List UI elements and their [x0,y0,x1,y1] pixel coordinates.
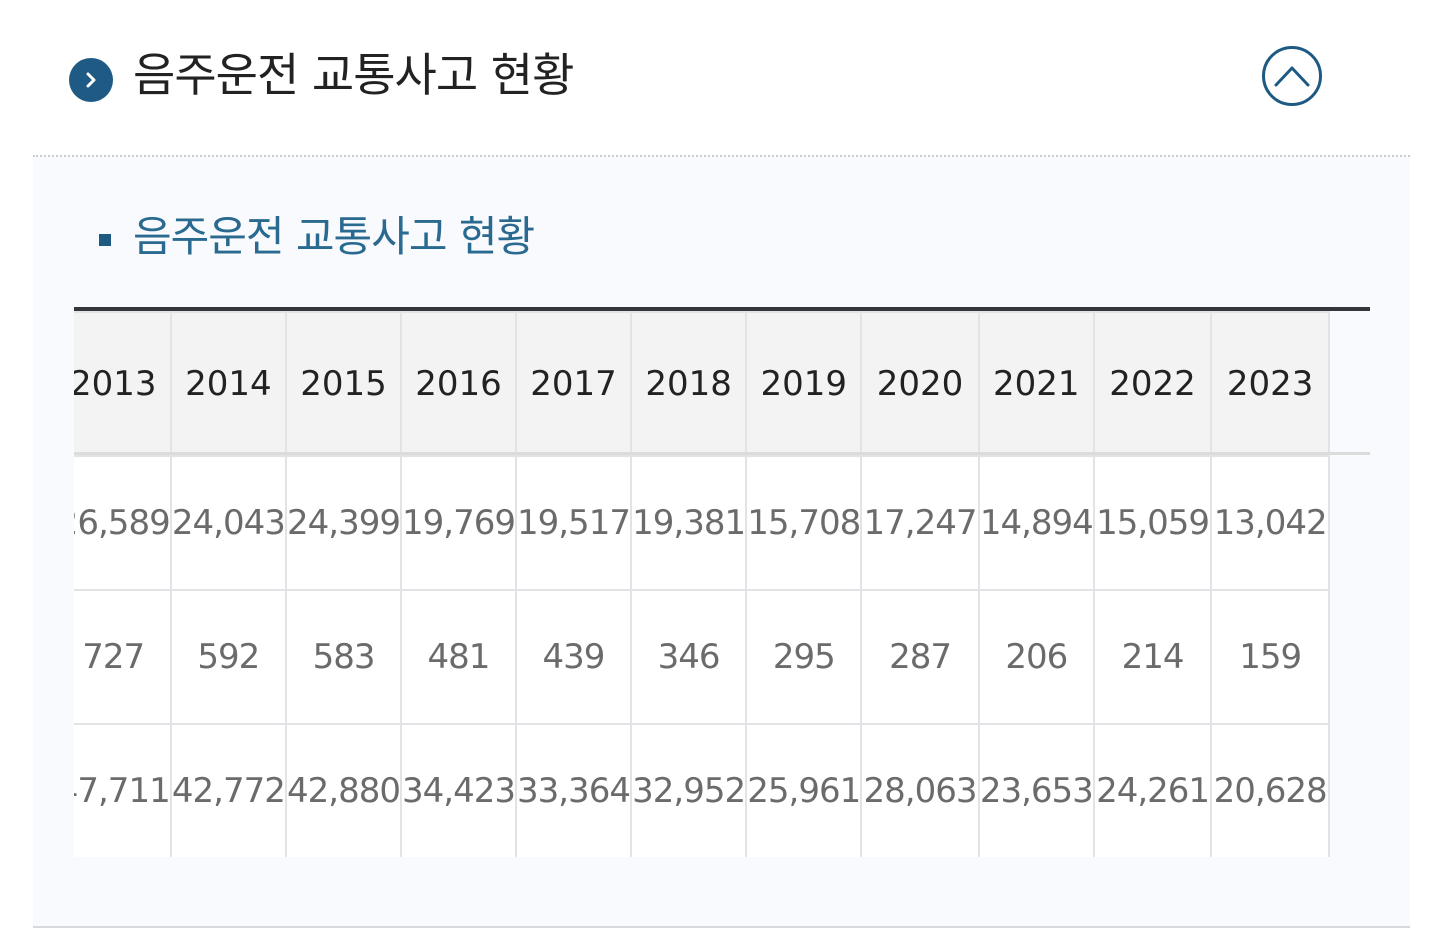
table-cell: 20,628 [1210,723,1330,857]
table-cell: 13,042 [1210,455,1330,591]
table-cell: 28,063 [860,723,980,857]
table-row: 727 592 583 481 439 346 295 287 206 214 159 [74,589,1330,725]
table-row: 26,58924,04324,39919,76919,51719,38115,7… [74,455,1330,591]
table-cell: 19,517 [514,455,632,591]
table-cell: 295 [745,589,863,725]
table-row: 47,71142,77242,88034,42333,36432,95225,9… [74,723,1330,857]
collapse-toggle-button[interactable] [1262,46,1322,106]
panel-subtitle: 음주운전 교통사고 현황 [133,212,535,261]
column-header-2013: 2013 [74,311,172,457]
table-cell: 14,894 [977,455,1095,591]
table-cell: 214 [1092,589,1213,725]
table-cell: 583 [285,589,403,725]
table-cell: 727 [74,589,172,725]
column-header-2020: 2020 [860,311,980,457]
column-header-2019: 2019 [745,311,863,457]
table-scroll-container[interactable]: 2013 2014 2015 2016 2017 2018 2019 2020 2021 2022… [74,307,1370,857]
table-cell: 34,423 [400,723,517,857]
table-cell: 592 [169,589,288,725]
column-header-2014: 2014 [169,311,288,457]
column-header-2017: 2017 [514,311,632,457]
table-cell: 15,059 [1092,455,1213,591]
section-divider [33,155,1410,157]
header-divider [74,452,1370,455]
table-header-row: 2013 2014 2015 2016 2017 2018 2019 2020 2021 2022… [74,311,1330,457]
column-header-2015: 2015 [285,311,403,457]
column-header-2018: 2018 [629,311,748,457]
table-cell: 33,364 [514,723,632,857]
table-cell: 42,880 [285,723,403,857]
square-bullet-icon [99,234,111,246]
table-cell: 19,381 [629,455,748,591]
table-cell: 42,772 [169,723,288,857]
column-header-2016: 2016 [400,311,517,457]
table-cell: 32,952 [629,723,748,857]
chevron-right-icon [69,58,113,102]
table-cell: 206 [977,589,1095,725]
table-cell: 24,261 [1092,723,1213,857]
table-cell: 15,708 [745,455,863,591]
table-cell: 287 [860,589,980,725]
table-cell: 17,247 [860,455,980,591]
table-cell: 439 [514,589,632,725]
table-cell: 24,043 [169,455,288,591]
table-cell: 24,399 [285,455,403,591]
section-title: 음주운전 교통사고 현황 [133,48,574,102]
table-cell: 159 [1210,589,1330,725]
column-header-2023: 2023 [1210,311,1330,457]
table-cell: 346 [629,589,748,725]
column-header-2021: 2021 [977,311,1095,457]
panel-bottom-divider [33,926,1410,928]
table-cell: 47,711 [74,723,172,857]
table-cell: 25,961 [745,723,863,857]
column-header-2022: 2022 [1092,311,1213,457]
table-cell: 19,769 [400,455,517,591]
chevron-up-icon [1274,66,1310,87]
table-cell: 481 [400,589,517,725]
table-cell: 23,653 [977,723,1095,857]
table-cell: 26,589 [74,455,172,591]
statistics-table: 2013 2014 2015 2016 2017 2018 2019 2020 2021 2022… [74,311,1330,857]
section-header: 음주운전 교통사고 현황 [0,0,1440,155]
